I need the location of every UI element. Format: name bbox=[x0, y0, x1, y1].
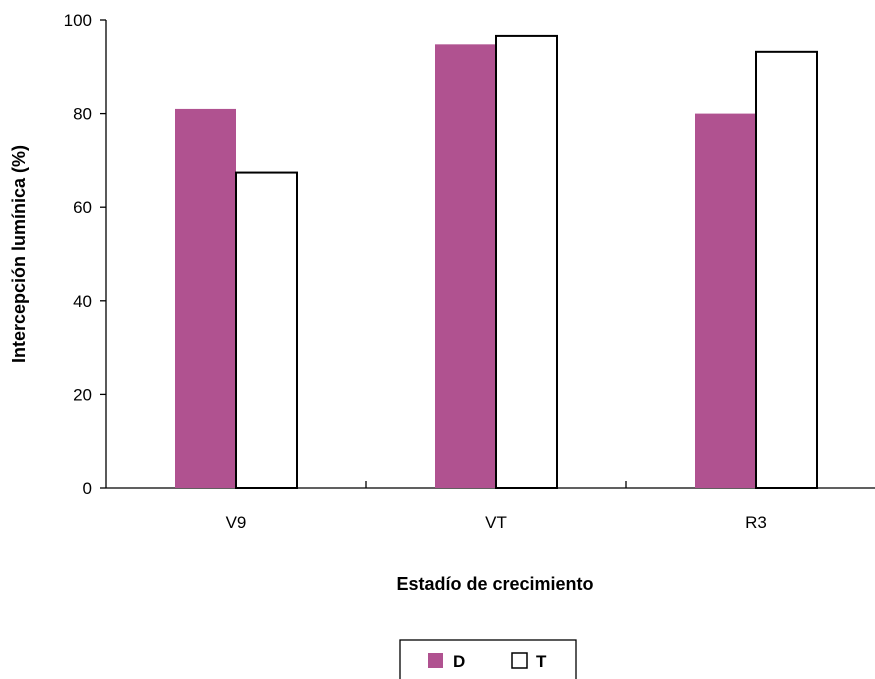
x-tick-label: VT bbox=[485, 513, 507, 532]
bar-d-r3 bbox=[695, 113, 756, 488]
y-tick-label: 60 bbox=[73, 198, 92, 217]
bar-d-vt bbox=[435, 44, 496, 488]
legend-swatch-d bbox=[428, 653, 443, 668]
x-tick-label: V9 bbox=[226, 513, 247, 532]
legend-label-t: T bbox=[536, 652, 547, 671]
bar-d-v9 bbox=[175, 108, 236, 489]
y-tick-label: 40 bbox=[73, 292, 92, 311]
x-axis-title: Estadío de crecimiento bbox=[396, 574, 593, 594]
y-tick-label: 20 bbox=[73, 385, 92, 404]
plot-area: 0 20 40 60 80 100 V9 VT R3 bbox=[64, 11, 875, 532]
x-ticks: V9 VT R3 bbox=[226, 481, 767, 532]
bar-t-vt bbox=[495, 34, 558, 490]
bars bbox=[175, 34, 818, 490]
legend-swatch-t bbox=[511, 652, 528, 669]
y-axis-title: Intercepción lumínica (%) bbox=[9, 145, 29, 363]
y-tick-label: 100 bbox=[64, 11, 92, 30]
x-tick-label: R3 bbox=[745, 513, 767, 532]
y-ticks: 0 20 40 60 80 100 bbox=[64, 11, 106, 498]
bar-t-r3 bbox=[755, 50, 818, 489]
y-tick-label: 80 bbox=[73, 105, 92, 124]
bar-t-v9 bbox=[235, 171, 298, 489]
y-tick-label: 0 bbox=[83, 479, 92, 498]
legend: D T bbox=[399, 639, 577, 679]
legend-box bbox=[399, 639, 577, 679]
legend-label-d: D bbox=[453, 652, 465, 671]
